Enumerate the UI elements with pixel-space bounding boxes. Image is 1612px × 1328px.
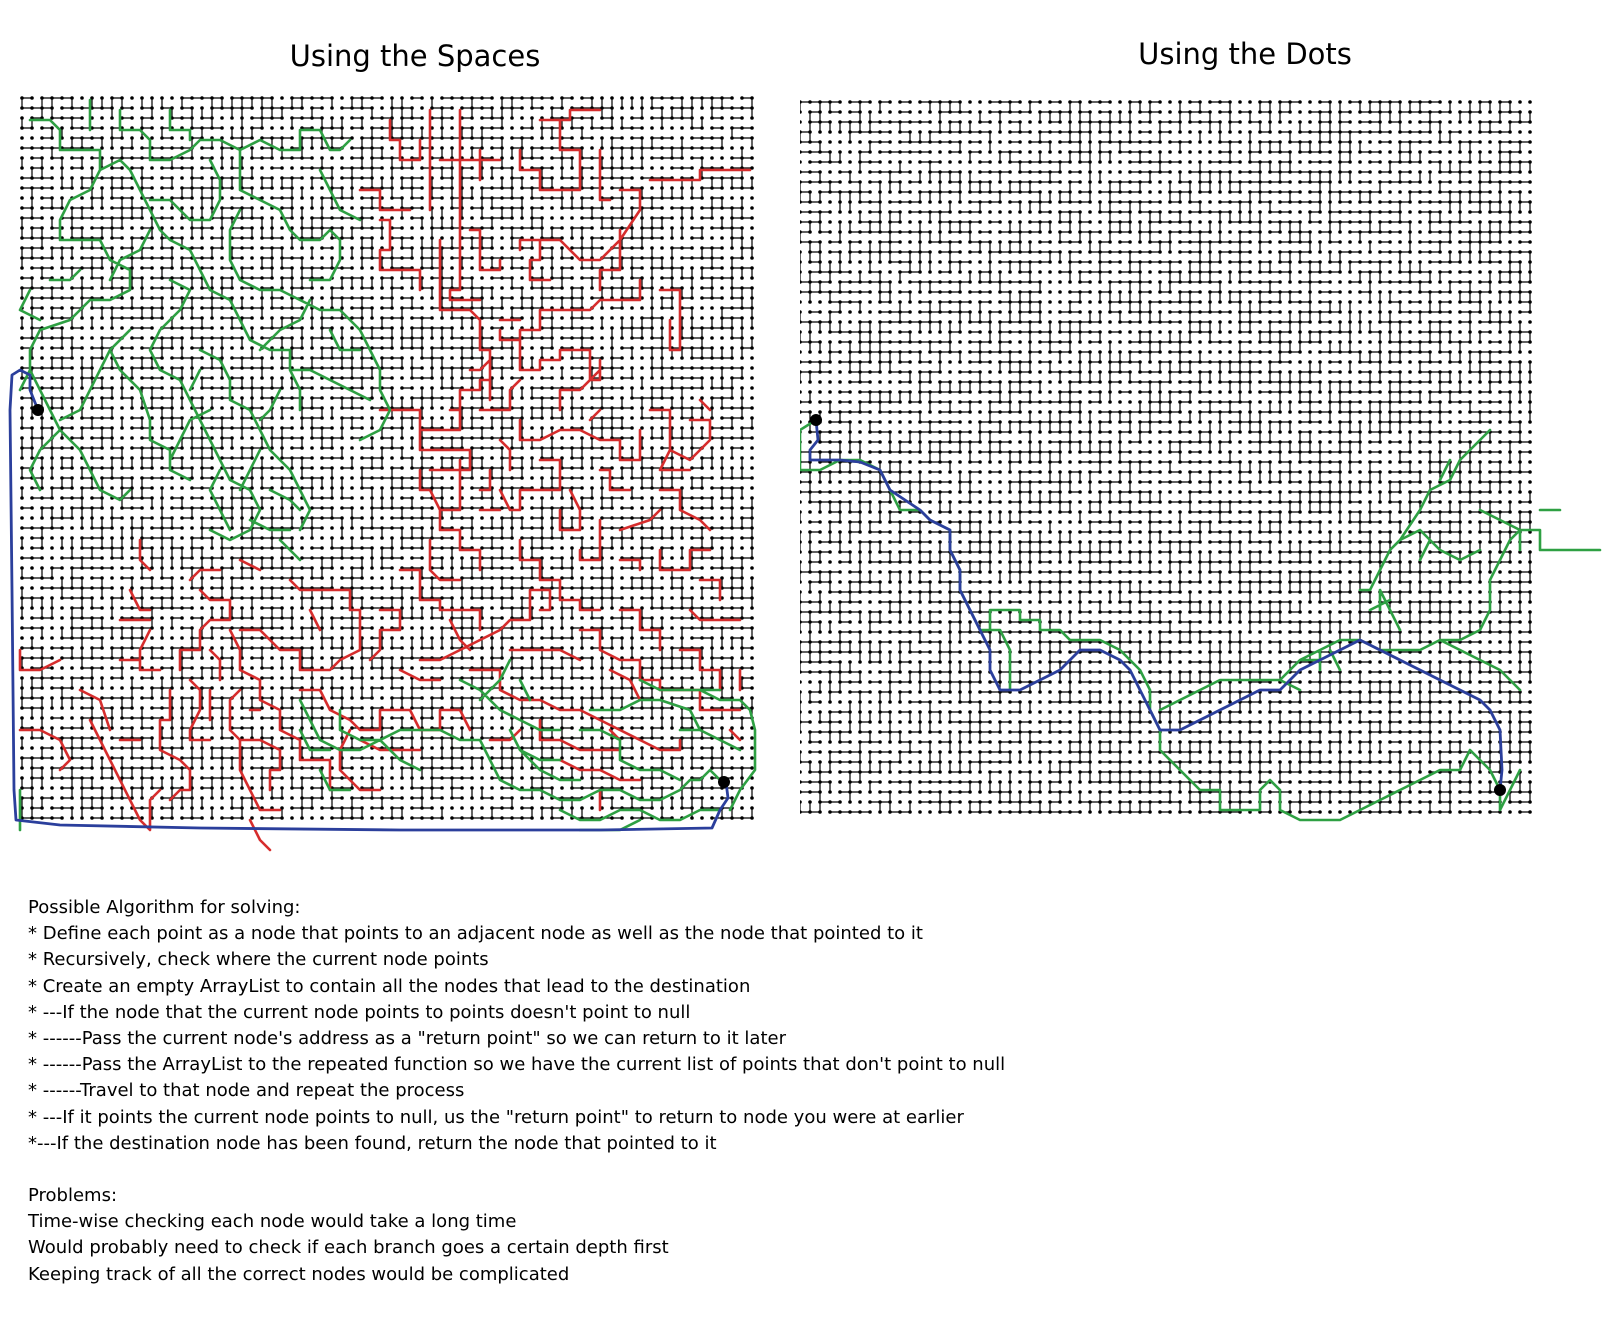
end-node-right: [1494, 784, 1506, 796]
explored-paths: [18, 98, 757, 832]
algorithm-step: * ------Travel to that node and repeat t…: [28, 1080, 465, 1102]
problem-item: Would probably need to check if each bra…: [28, 1237, 669, 1259]
algorithm-step: * ---If the node that the current node p…: [28, 1001, 691, 1023]
right-panel-title: Using the Dots: [1138, 37, 1352, 71]
algorithm-step: * ---If it points the current node point…: [28, 1106, 964, 1128]
problems-heading: Problems:: [28, 1185, 118, 1207]
maze-spaces-diagram: [8, 96, 757, 852]
start-node-right: [810, 414, 822, 426]
dead-end-paths: [18, 108, 752, 852]
algorithm-step: * Create an empty ArrayList to contain a…: [28, 975, 751, 997]
solution-path: [8, 368, 730, 832]
algorithm-heading: Possible Algorithm for solving:: [28, 897, 301, 918]
algorithm-step: * ------Pass the current node's address …: [28, 1028, 786, 1050]
algorithm-step: * Define each point as a node that point…: [28, 923, 923, 945]
algorithm-notes: Possible Algorithm for solving: * Define…: [28, 895, 1028, 1288]
maze-dots-diagram: [800, 100, 1602, 822]
maze-endpoints-right: [810, 414, 1506, 796]
maze-grid-right: [800, 100, 1532, 814]
end-node: [718, 776, 730, 788]
notes-spacer: [28, 1157, 1028, 1183]
start-node: [32, 404, 44, 416]
problem-item: Keeping track of all the correct nodes w…: [28, 1263, 570, 1285]
problem-item: Time-wise checking each node would take …: [28, 1211, 517, 1233]
algorithm-step: * ------Pass the ArrayList to the repeat…: [28, 1054, 1006, 1076]
maze-dots: [800, 100, 1532, 814]
left-panel-title: Using the Spaces: [289, 39, 541, 73]
algorithm-step: * Recursively, check where the current n…: [28, 949, 489, 971]
maze-wall-segments: [800, 101, 1531, 813]
maze-endpoints: [32, 404, 730, 788]
algorithm-step: *---If the destination node has been fou…: [28, 1132, 717, 1154]
solution-path-right: [808, 418, 1504, 792]
